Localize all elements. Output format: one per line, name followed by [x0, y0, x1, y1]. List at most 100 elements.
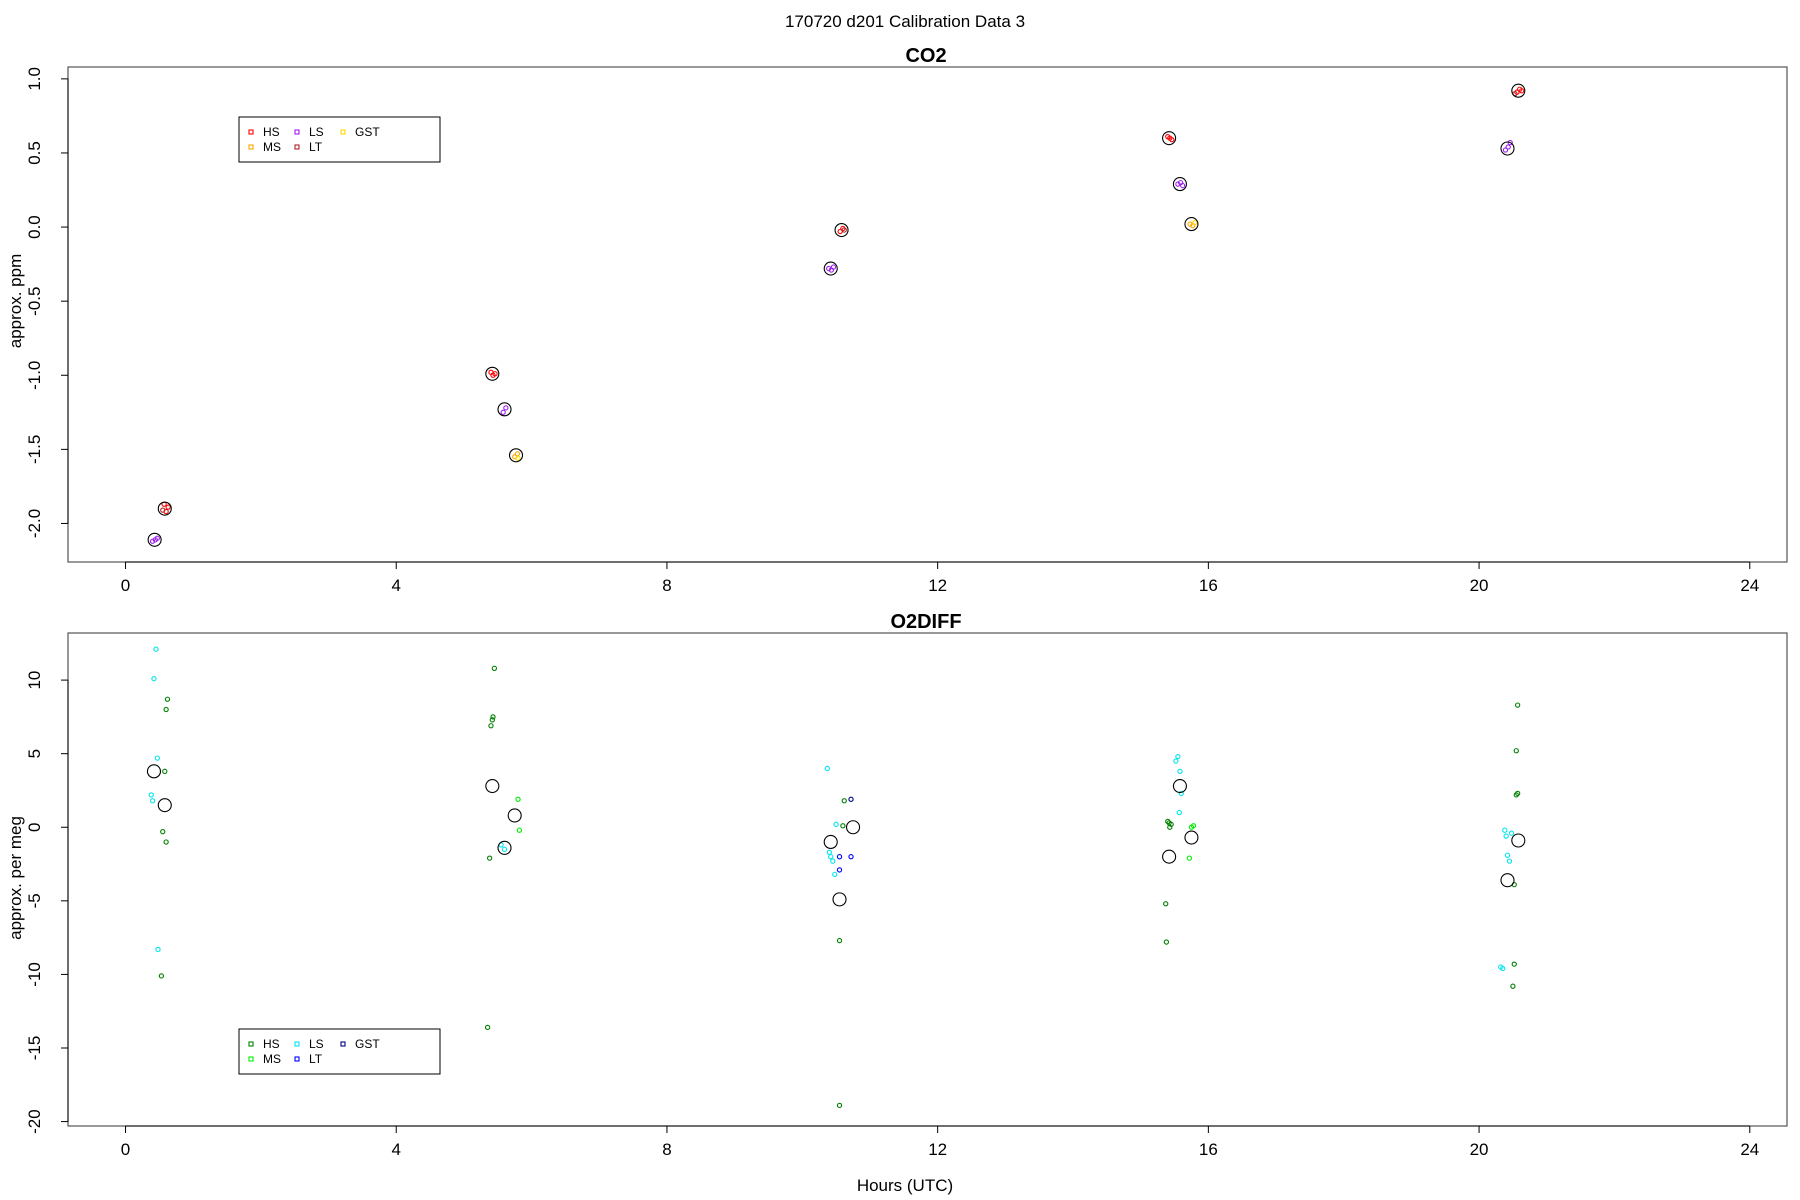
- o2diff-y-tick-label: -15: [25, 1036, 44, 1061]
- co2-legend-box: [238, 116, 441, 163]
- o2diff-point-ls: [148, 792, 154, 798]
- co2-legend-label: LT: [309, 140, 323, 154]
- o2diff-point-hs: [1514, 702, 1521, 708]
- co2-y-tick-label: -1.5: [25, 435, 44, 464]
- co2-legend-label: GST: [355, 125, 380, 139]
- o2diff-point-ls: [824, 765, 830, 772]
- co2-mean-marker: [1162, 131, 1177, 146]
- o2diff-mean-marker: [157, 798, 172, 813]
- o2diff-point-hs: [1513, 748, 1519, 754]
- co2-legend-swatch: [294, 144, 300, 150]
- o2diff-point-ls: [1503, 833, 1509, 839]
- o2diff-point-lt: [836, 867, 843, 873]
- co2-legend-swatch: [340, 129, 346, 135]
- o2diff-point-hs: [1168, 821, 1174, 827]
- o2diff-y-tick-label: 0: [25, 823, 44, 832]
- co2-point-gst: [515, 455, 521, 461]
- co2-mean-marker: [508, 448, 524, 463]
- o2diff-point-ls: [1177, 768, 1183, 774]
- o2diff-legend-label: MS: [263, 1052, 281, 1066]
- co2-point-hs: [492, 371, 498, 377]
- o2diff-y-tick-label: 5: [25, 749, 44, 758]
- co2-axis-ticks: 0 4 8 12 16 20 24 -2.0 -1.5 -1.0 -0.5 0.0 0.5 1.0: [25, 67, 1759, 595]
- o2diff-point-ls: [1175, 753, 1181, 760]
- o2diff-point-ls: [149, 798, 156, 804]
- o2diff-legend-box: [238, 1028, 441, 1075]
- co2-x-tick-label: 24: [1740, 576, 1759, 595]
- figure-suptitle: 170720 d201 Calibration Data 3: [785, 12, 1025, 31]
- o2diff-point-hs: [160, 829, 166, 835]
- o2diff-x-tick-label: 20: [1470, 1140, 1489, 1159]
- o2diff-point-ls: [833, 821, 839, 827]
- co2-mean-marker: [1500, 141, 1515, 156]
- o2diff-point-ms: [515, 796, 521, 802]
- o2diff-point-hs: [841, 798, 847, 804]
- o2diff-x-tick-label: 8: [662, 1140, 671, 1159]
- o2diff-point-ls: [154, 755, 160, 761]
- o2diff-point-hs: [491, 665, 498, 671]
- o2diff-point-hs: [1510, 983, 1516, 989]
- co2-point-lt: [160, 507, 166, 513]
- co2-mean-marker: [1172, 177, 1187, 192]
- o2diff-point-ls: [1176, 809, 1182, 816]
- o2diff-point-ls: [1178, 790, 1184, 797]
- co2-point-ls: [500, 409, 506, 415]
- o2diff-point-hs: [162, 768, 168, 774]
- co2-panel-title: CO2: [905, 45, 946, 67]
- o2diff-point-ls: [1506, 858, 1513, 864]
- co2-legend-label: HS: [263, 125, 280, 139]
- co2-point-hs: [165, 504, 171, 510]
- o2diff-point-gst: [848, 796, 854, 802]
- co2-panel: CO2 approx. ppm 0 4 8 12 16 20 24 -2.0 -1.5 -1.0 -…: [6, 45, 1788, 595]
- co2-mean-marker: [823, 261, 838, 276]
- o2diff-y-tick-label: -5: [25, 893, 44, 908]
- o2diff-y-tick-label: 10: [25, 671, 44, 690]
- o2diff-point-hs: [488, 723, 494, 729]
- o2diff-panel: O2DIFF approx. per meg 0 4 8 12 16 20 24 -20 -15…: [6, 611, 1788, 1159]
- o2diff-mean-marker: [1172, 779, 1187, 794]
- o2diff-mean-marker: [507, 808, 522, 823]
- co2-point-hs: [1169, 136, 1175, 143]
- co2-legend-swatch: [248, 129, 254, 135]
- co2-y-tick-label: -1.0: [25, 361, 44, 390]
- co2-point-ls: [154, 535, 160, 541]
- o2diff-point-hs: [163, 839, 169, 845]
- o2diff-point-ls: [155, 946, 161, 953]
- o2diff-point-hs: [489, 717, 495, 723]
- co2-x-tick-label: 8: [662, 576, 671, 595]
- co2-x-tick-label: 0: [121, 576, 130, 595]
- o2diff-point-hs: [840, 823, 846, 829]
- co2-point-ls: [1505, 144, 1511, 150]
- co2-x-tick-label: 16: [1199, 576, 1218, 595]
- co2-data-points: [147, 83, 1526, 547]
- o2diff-point-ms: [1186, 855, 1193, 861]
- co2-mean-marker: [157, 501, 172, 516]
- o2diff-x-tick-label: 4: [391, 1140, 400, 1159]
- o2diff-mean-marker: [485, 779, 500, 794]
- o2diff-mean-marker: [823, 834, 838, 850]
- co2-point-ms: [514, 451, 521, 457]
- o2diff-point-hs: [486, 855, 493, 861]
- o2diff-legend-swatch: [248, 1041, 254, 1047]
- o2diff-point-ls: [501, 846, 508, 852]
- co2-point-ls: [1502, 147, 1509, 153]
- o2diff-point-hs: [490, 714, 496, 720]
- o2diff-x-tick-label: 12: [928, 1140, 947, 1159]
- o2diff-mean-marker: [1184, 830, 1199, 845]
- co2-point-ls: [1179, 182, 1186, 189]
- o2diff-point-hs: [1514, 790, 1521, 797]
- o2diff-point-ls: [151, 675, 157, 682]
- o2diff-point-hs: [1511, 961, 1517, 967]
- co2-legend-label: LS: [309, 125, 324, 139]
- co2-point-ls: [503, 405, 509, 411]
- co2-point-lt: [841, 227, 847, 233]
- o2diff-mean-marker: [146, 764, 161, 779]
- o2diff-y-tick-label: -10: [25, 962, 44, 987]
- o2diff-point-hs: [158, 973, 165, 979]
- o2diff-point-hs: [1163, 901, 1169, 907]
- co2-y-tick-label: -0.5: [25, 287, 44, 316]
- o2diff-x-tick-label: 24: [1740, 1140, 1759, 1159]
- o2diff-point-hs: [836, 1102, 843, 1109]
